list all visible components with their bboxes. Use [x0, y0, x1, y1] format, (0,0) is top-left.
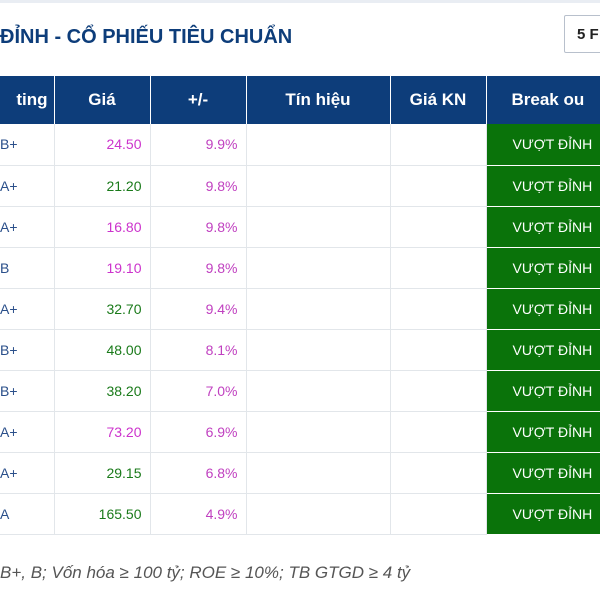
col-price[interactable]: Giá: [54, 76, 151, 124]
kn-price-cell: [390, 493, 487, 535]
breakout-cell: VƯỢT ĐỈNH: [486, 493, 600, 535]
signal-cell: [246, 329, 391, 371]
price-cell: 165.50: [54, 493, 151, 535]
price-cell: 21.20: [54, 165, 151, 207]
breakout-cell: VƯỢT ĐỈNH: [486, 329, 600, 371]
col-signal[interactable]: Tín hiệu: [246, 76, 391, 124]
price-cell: 48.00: [54, 329, 151, 371]
change-cell: 9.4%: [150, 288, 247, 330]
filter-footnote: B+, B; Vốn hóa ≥ 100 tỷ; ROE ≥ 10%; TB G…: [0, 563, 411, 582]
rating-cell: A+: [0, 165, 55, 207]
rating-cell: B+: [0, 124, 55, 166]
breakout-cell: VƯỢT ĐỈNH: [486, 165, 600, 207]
breakout-cell: VƯỢT ĐỈNH: [486, 452, 600, 494]
rating-cell: B+: [0, 370, 55, 412]
table-row[interactable]: A+ 16.80 9.8% VƯỢT ĐỈNH: [0, 206, 600, 248]
price-cell: 24.50: [54, 124, 151, 166]
table-row[interactable]: B+ 24.50 9.9% VƯỢT ĐỈNH: [0, 124, 600, 166]
rating-cell: A+: [0, 411, 55, 453]
table-row[interactable]: A+ 21.20 9.8% VƯỢT ĐỈNH: [0, 165, 600, 207]
breakout-cell: VƯỢT ĐỈNH: [486, 370, 600, 412]
signal-cell: [246, 411, 391, 453]
change-cell: 6.8%: [150, 452, 247, 494]
top-divider: [0, 0, 600, 3]
table-row[interactable]: A+ 32.70 9.4% VƯỢT ĐỈNH: [0, 288, 600, 330]
change-cell: 9.9%: [150, 124, 247, 166]
kn-price-cell: [390, 206, 487, 248]
price-cell: 73.20: [54, 411, 151, 453]
rating-cell: B+: [0, 329, 55, 371]
change-cell: 9.8%: [150, 165, 247, 207]
price-cell: 38.20: [54, 370, 151, 412]
col-rating[interactable]: ting: [0, 76, 55, 124]
table-row[interactable]: A 165.50 4.9% VƯỢT ĐỈNH: [0, 493, 600, 535]
price-cell: 29.15: [54, 452, 151, 494]
table-row[interactable]: A+ 73.20 6.9% VƯỢT ĐỈNH: [0, 411, 600, 453]
table-row[interactable]: B+ 48.00 8.1% VƯỢT ĐỈNH: [0, 329, 600, 371]
kn-price-cell: [390, 247, 487, 289]
stock-table: ting Giá +/- Tín hiệu Giá KN Break ou B+…: [0, 76, 600, 535]
price-cell: 16.80: [54, 206, 151, 248]
signal-cell: [246, 288, 391, 330]
signal-cell: [246, 493, 391, 535]
col-breakout[interactable]: Break ou: [486, 76, 600, 124]
kn-price-cell: [390, 165, 487, 207]
kn-price-cell: [390, 452, 487, 494]
kn-price-cell: [390, 288, 487, 330]
change-cell: 6.9%: [150, 411, 247, 453]
page-title: ĐỈNH - CỔ PHIẾU TIÊU CHUẨN: [0, 26, 293, 48]
signal-cell: [246, 165, 391, 207]
period-select[interactable]: 5 F: [564, 15, 600, 53]
change-cell: 7.0%: [150, 370, 247, 412]
table-row[interactable]: B 19.10 9.8% VƯỢT ĐỈNH: [0, 247, 600, 289]
change-cell: 4.9%: [150, 493, 247, 535]
breakout-cell: VƯỢT ĐỈNH: [486, 206, 600, 248]
change-cell: 9.8%: [150, 206, 247, 248]
kn-price-cell: [390, 411, 487, 453]
table-row[interactable]: A+ 29.15 6.8% VƯỢT ĐỈNH: [0, 452, 600, 494]
table-header-row: ting Giá +/- Tín hiệu Giá KN Break ou: [0, 76, 600, 124]
rating-cell: B: [0, 247, 55, 289]
breakout-cell: VƯỢT ĐỈNH: [486, 288, 600, 330]
signal-cell: [246, 124, 391, 166]
signal-cell: [246, 370, 391, 412]
breakout-cell: VƯỢT ĐỈNH: [486, 124, 600, 166]
price-cell: 19.10: [54, 247, 151, 289]
breakout-cell: VƯỢT ĐỈNH: [486, 247, 600, 289]
breakout-cell: VƯỢT ĐỈNH: [486, 411, 600, 453]
kn-price-cell: [390, 124, 487, 166]
kn-price-cell: [390, 370, 487, 412]
rating-cell: A+: [0, 452, 55, 494]
rating-cell: A+: [0, 288, 55, 330]
change-cell: 8.1%: [150, 329, 247, 371]
table-row[interactable]: B+ 38.20 7.0% VƯỢT ĐỈNH: [0, 370, 600, 412]
signal-cell: [246, 452, 391, 494]
col-change[interactable]: +/-: [150, 76, 247, 124]
change-cell: 9.8%: [150, 247, 247, 289]
kn-price-cell: [390, 329, 487, 371]
rating-cell: A+: [0, 206, 55, 248]
signal-cell: [246, 206, 391, 248]
signal-cell: [246, 247, 391, 289]
rating-cell: A: [0, 493, 55, 535]
col-kn-price[interactable]: Giá KN: [390, 76, 487, 124]
price-cell: 32.70: [54, 288, 151, 330]
